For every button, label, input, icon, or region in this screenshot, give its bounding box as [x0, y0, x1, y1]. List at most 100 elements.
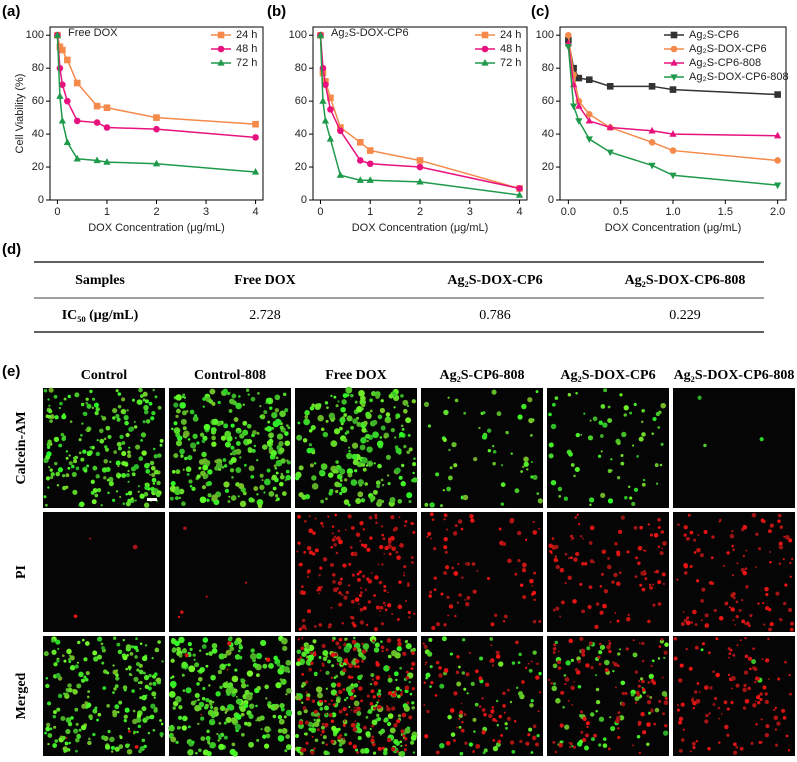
cell	[274, 466, 278, 470]
cell	[141, 738, 146, 743]
cell	[398, 751, 403, 757]
cell	[148, 401, 153, 406]
cell	[330, 739, 334, 743]
cell	[718, 741, 721, 744]
cell	[718, 520, 721, 523]
cell	[297, 514, 301, 519]
cell	[376, 701, 379, 704]
cell	[353, 694, 357, 698]
x-tick-label: 3	[203, 206, 209, 218]
cell	[57, 693, 63, 699]
cell	[723, 700, 728, 705]
cell	[585, 663, 590, 668]
y-tick-label: 100	[536, 29, 554, 41]
cell	[789, 627, 794, 632]
cell	[609, 716, 612, 719]
cell	[478, 426, 481, 430]
cell	[133, 420, 136, 423]
cell	[401, 691, 403, 693]
cell	[431, 518, 435, 521]
cell	[352, 623, 357, 628]
cell	[260, 728, 263, 731]
cell	[397, 641, 402, 647]
cell	[471, 562, 476, 566]
cell	[632, 444, 635, 447]
cell	[321, 729, 325, 734]
cell	[586, 646, 591, 651]
cell	[371, 742, 376, 747]
panel-label: (e)	[2, 363, 20, 380]
cell	[250, 498, 255, 503]
cell	[366, 446, 373, 453]
cell	[73, 459, 78, 464]
cell	[404, 737, 408, 741]
cell	[348, 741, 352, 746]
cell	[481, 730, 486, 735]
cell	[181, 661, 188, 668]
cell	[644, 577, 648, 581]
cell	[168, 691, 176, 698]
cell	[73, 614, 78, 619]
cell	[556, 698, 560, 701]
cell	[239, 500, 247, 508]
cell	[685, 647, 688, 651]
cell	[268, 491, 275, 497]
cell	[301, 618, 306, 623]
cell	[502, 620, 506, 623]
cell	[529, 703, 534, 708]
cell	[355, 532, 361, 537]
cell	[45, 683, 50, 689]
cell	[606, 564, 612, 570]
cell	[620, 680, 626, 686]
cell	[399, 666, 403, 670]
cell	[363, 420, 368, 426]
cell	[692, 538, 697, 542]
cell	[230, 495, 237, 501]
cell	[117, 446, 122, 451]
cell	[528, 417, 534, 424]
cell	[584, 733, 590, 738]
cell	[127, 450, 131, 454]
cell	[84, 701, 88, 705]
cell	[698, 690, 701, 693]
cell	[493, 613, 498, 617]
cell	[149, 714, 155, 720]
cell	[557, 486, 563, 492]
cell	[741, 619, 745, 624]
cell	[570, 658, 574, 662]
cell	[159, 438, 164, 443]
cell	[404, 744, 408, 747]
cell	[48, 442, 53, 446]
cell	[71, 471, 77, 477]
cell	[387, 677, 393, 683]
cell	[374, 513, 378, 517]
cell	[412, 662, 415, 666]
cell	[199, 432, 205, 437]
cell	[99, 428, 104, 434]
cell	[317, 586, 321, 590]
cell	[196, 474, 201, 479]
cell	[524, 666, 528, 670]
cell	[137, 399, 143, 405]
cell	[270, 450, 277, 457]
cell	[386, 721, 392, 727]
cell	[466, 596, 471, 600]
cell	[663, 650, 668, 655]
cell	[550, 480, 557, 486]
cell	[380, 728, 386, 734]
cell	[369, 683, 373, 686]
cell	[218, 743, 225, 751]
cell	[505, 726, 508, 730]
cell	[694, 645, 699, 650]
marker	[73, 154, 81, 162]
cell	[159, 719, 162, 722]
cell	[321, 741, 325, 745]
table-cell: 0.229	[669, 308, 701, 323]
cell	[323, 705, 330, 711]
cell	[661, 676, 664, 679]
cell	[334, 513, 338, 517]
cell	[481, 434, 488, 440]
cell	[688, 666, 693, 671]
cell	[633, 402, 637, 407]
